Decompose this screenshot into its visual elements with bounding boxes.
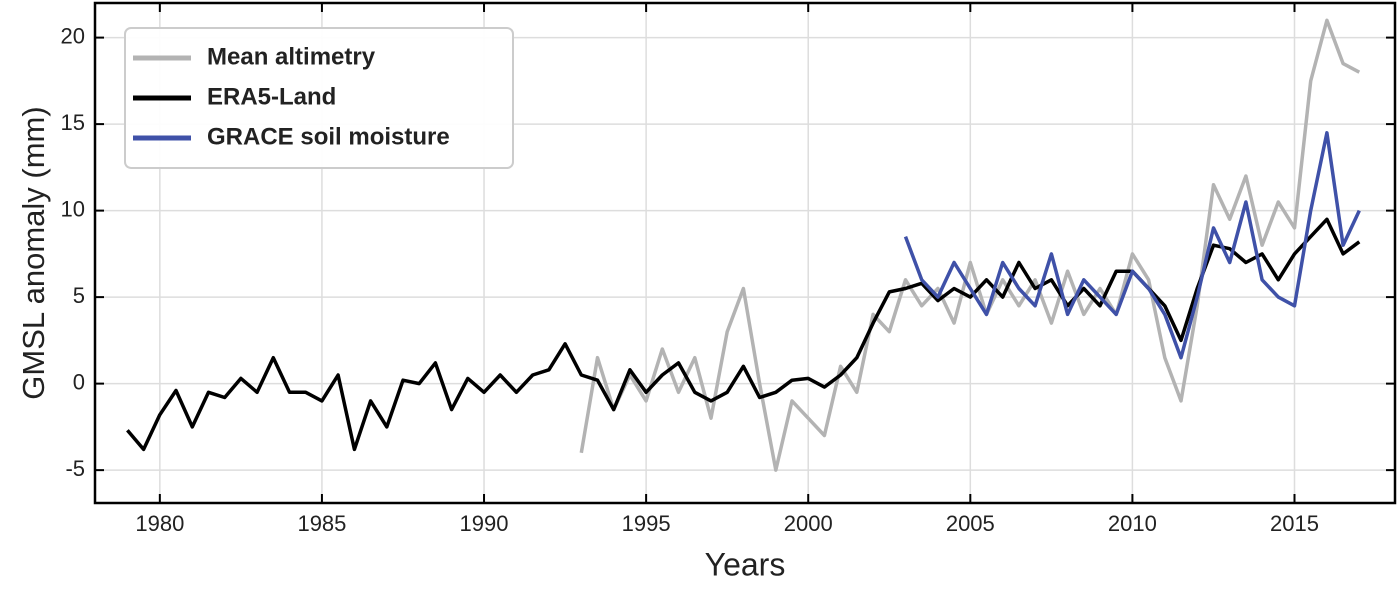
x-tick-label: 1985: [297, 511, 346, 536]
x-tick-label: 2015: [1270, 511, 1319, 536]
plot-frame: [93, 1, 1397, 505]
x-tick-label: 1990: [460, 511, 509, 536]
y-axis-label: GMSL anomaly (mm): [16, 106, 51, 399]
x-tick-label: 2005: [946, 511, 995, 536]
y-tick-label: 20: [61, 23, 85, 48]
legend-label: Mean altimetry: [207, 43, 376, 70]
y-tick-label: 10: [61, 196, 85, 221]
data-line: [579, 18, 1361, 472]
y-tick-label: 0: [73, 369, 85, 394]
y-tick-label: 5: [73, 283, 85, 308]
data-line: [903, 131, 1361, 360]
legend-label: ERA5-Land: [207, 83, 336, 110]
y-tick-label: 15: [61, 110, 85, 135]
legend-box: [124, 27, 514, 169]
legend-label: GRACE soil moisture: [207, 123, 450, 150]
x-axis-label: Years: [705, 546, 786, 582]
x-tick-label: 2010: [1108, 511, 1157, 536]
data-line: [126, 217, 1361, 452]
y-tick-label: -5: [65, 456, 85, 481]
x-tick-label: 1995: [622, 511, 671, 536]
x-tick-label: 2000: [784, 511, 833, 536]
x-tick-label: 1980: [135, 511, 184, 536]
